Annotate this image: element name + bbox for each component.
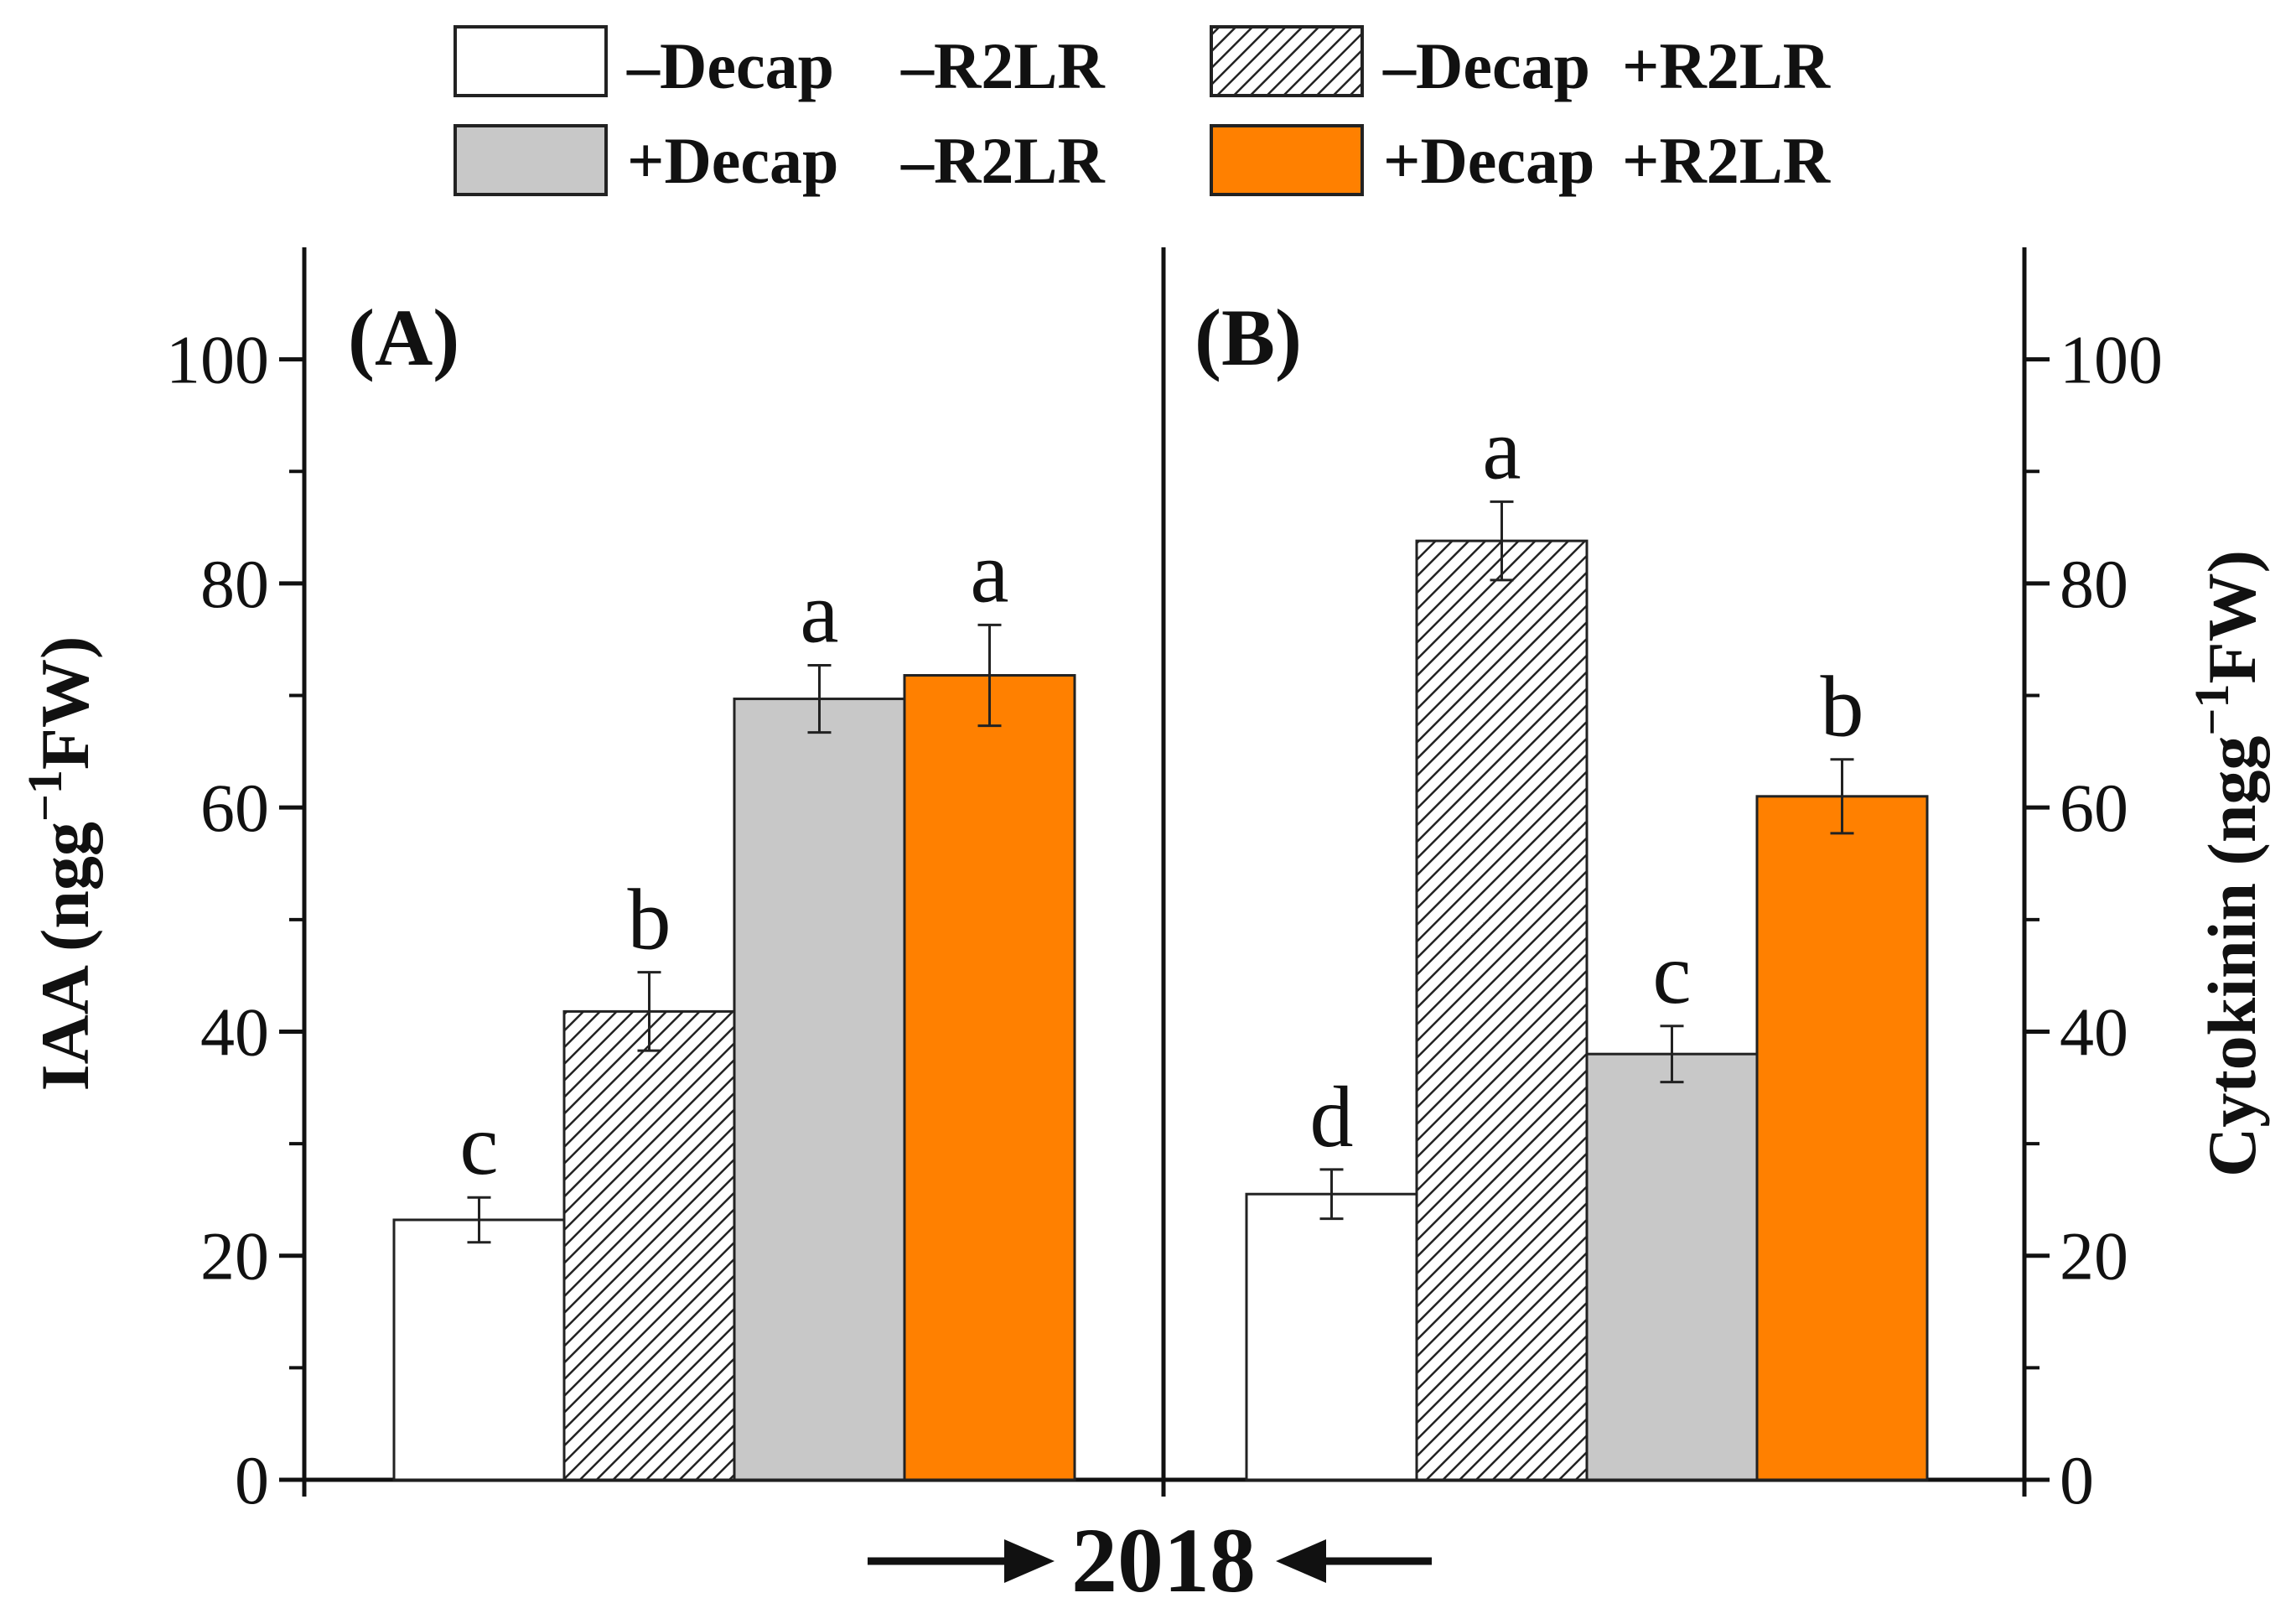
y-tick-label-60: 60 xyxy=(2060,770,2128,846)
y-tick-label-40: 40 xyxy=(200,994,269,1070)
right-arrow-head-icon xyxy=(1004,1539,1055,1583)
y-axis-title-1: IAA (ngg−1FW) xyxy=(18,636,103,1092)
bar-1-3 xyxy=(733,698,906,1481)
significance-letter-2-2: a xyxy=(1482,401,1521,497)
panel-2: 0 20 40 60 80 100 Cytokinin (ngg−1FW) (B) d a c b xyxy=(1195,293,2270,1518)
legend-label-3-r2lr: –R2LR xyxy=(900,124,1106,197)
legend-swatch-2 xyxy=(1210,25,1364,97)
legend-label-2-decap: –Decap xyxy=(1382,29,1590,102)
y-tick-label-80: 80 xyxy=(2060,546,2128,622)
y-tick-label-100: 100 xyxy=(2060,322,2163,398)
x-axis-label-group: 2018 xyxy=(868,1509,1432,1611)
y-tick-label-40: 40 xyxy=(2060,994,2128,1070)
y-tick-label-100: 100 xyxy=(166,322,269,398)
significance-letter-2-4: b xyxy=(1821,659,1864,755)
significance-letter-1-3: a xyxy=(800,564,838,661)
y-tick-label-0: 0 xyxy=(2060,1442,2094,1518)
bar-2-3 xyxy=(1585,1052,1759,1481)
x-axis-label: 2018 xyxy=(1071,1509,1256,1611)
y-tick-label-60: 60 xyxy=(200,770,269,846)
y-tick-label-80: 80 xyxy=(200,546,269,622)
y-tick-label-20: 20 xyxy=(2060,1218,2128,1295)
bar-2-1 xyxy=(1245,1192,1418,1481)
significance-letter-1-4: a xyxy=(970,524,1008,620)
significance-letter-2-3: c xyxy=(1652,926,1691,1022)
panel-label-1: (A) xyxy=(348,293,459,382)
y-tick-label-0: 0 xyxy=(235,1442,269,1518)
legend-swatch-1 xyxy=(453,25,608,97)
legend-label-3-decap: +Decap xyxy=(627,124,838,197)
panel-1: 0 20 40 60 80 100 IAA (ngg−1FW) (A) c b a a xyxy=(18,293,1076,1518)
significance-letter-1-1: c xyxy=(459,1097,498,1193)
bar-2-2 xyxy=(1415,539,1589,1481)
left-arrow-head-icon xyxy=(1276,1539,1326,1583)
panels: 0 20 40 60 80 100 IAA (ngg−1FW) (A) c b a a 0 20 40 60 8… xyxy=(18,293,2270,1518)
legend-label-1-decap: –Decap xyxy=(626,29,834,102)
bar-2-4 xyxy=(1755,795,1929,1481)
legend-swatch-4 xyxy=(1210,124,1364,196)
legend-swatch-3 xyxy=(453,124,608,196)
bar-1-2 xyxy=(562,1009,736,1481)
significance-letter-1-2: b xyxy=(628,872,671,968)
y-axis-title-2: Cytokinin (ngg−1FW) xyxy=(2185,550,2270,1177)
legend-label-2-r2lr: +R2LR xyxy=(1622,29,1832,102)
legend: –Decap –R2LR –Decap +R2LR +Decap –R2LR +Decap +… xyxy=(453,25,1832,197)
legend-label-1-r2lr: –R2LR xyxy=(900,29,1106,102)
panel-label-2: (B) xyxy=(1195,293,1302,382)
y-tick-label-20: 20 xyxy=(200,1218,269,1295)
legend-label-4-decap: +Decap xyxy=(1383,124,1594,197)
legend-label-4-r2lr: +R2LR xyxy=(1622,124,1832,197)
bar-1-1 xyxy=(392,1218,566,1481)
significance-letter-2-1: d xyxy=(1310,1069,1354,1165)
bar-1-4 xyxy=(903,673,1076,1481)
